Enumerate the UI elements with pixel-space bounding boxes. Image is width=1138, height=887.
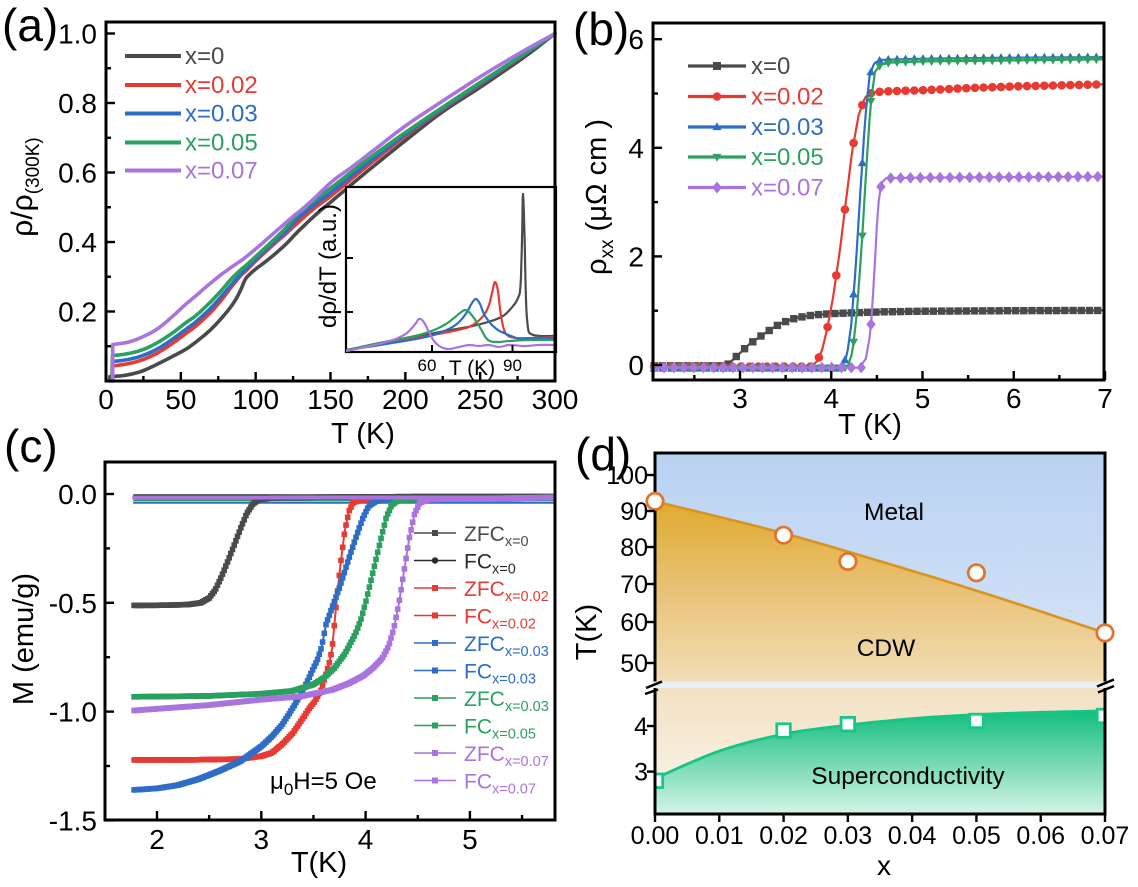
svg-text:0: 0 [98,384,114,415]
svg-text:100: 100 [606,462,648,490]
svg-text:-1.0: -1.0 [49,697,97,728]
svg-text:4: 4 [358,824,374,855]
svg-text:4: 4 [823,383,839,414]
svg-text:90: 90 [503,356,522,375]
svg-text:0: 0 [628,350,644,381]
svg-text:x=0.07: x=0.07 [185,158,258,185]
svg-text:0.05: 0.05 [952,822,1001,850]
svg-text:4: 4 [634,713,648,741]
svg-text:3: 3 [732,383,748,414]
svg-text:5: 5 [915,383,931,414]
svg-text:60: 60 [620,609,648,637]
svg-text:(a): (a) [2,0,58,51]
svg-text:3: 3 [254,824,270,855]
svg-text:(b): (b) [573,3,629,55]
svg-text:4: 4 [628,133,644,164]
svg-text:0.03: 0.03 [824,822,873,850]
svg-text:50: 50 [620,650,648,678]
svg-text:T (K): T (K) [331,418,395,450]
svg-text:T (K): T (K) [449,357,495,380]
svg-text:0.02: 0.02 [759,822,808,850]
svg-text:x=0.03: x=0.03 [185,101,258,128]
svg-text:x=0.02: x=0.02 [185,72,258,99]
svg-text:x=0.03: x=0.03 [751,114,824,141]
svg-text:7: 7 [1097,383,1113,414]
svg-text:Superconductivity: Superconductivity [811,763,1005,790]
svg-text:x=0.07: x=0.07 [751,175,824,202]
svg-text:0.6: 0.6 [58,158,97,189]
svg-text:(d): (d) [575,428,631,480]
svg-text:0.2: 0.2 [58,297,97,328]
svg-text:Metal: Metal [864,499,924,526]
svg-text:(c): (c) [4,420,58,472]
svg-text:6: 6 [1006,383,1022,414]
svg-text:2: 2 [628,241,644,272]
svg-text:100: 100 [232,384,279,415]
svg-text:50: 50 [165,384,196,415]
svg-text:0.8: 0.8 [58,88,97,119]
svg-text:0.4: 0.4 [58,227,97,258]
svg-text:90: 90 [620,498,648,526]
svg-text:70: 70 [620,571,648,599]
svg-text:0.07: 0.07 [1081,822,1130,850]
svg-text:x=0: x=0 [751,53,790,80]
svg-text:x=0.05: x=0.05 [751,144,824,171]
svg-text:3: 3 [634,759,648,787]
svg-text:200: 200 [382,384,429,415]
svg-text:0.0: 0.0 [58,479,97,510]
svg-text:150: 150 [307,384,354,415]
svg-text:x: x [877,850,891,881]
svg-text:T(K): T(K) [571,604,603,660]
svg-text:T (K): T (K) [838,409,902,441]
svg-text:80: 80 [620,534,648,562]
svg-text:x=0: x=0 [185,43,224,70]
svg-text:0.00: 0.00 [631,822,680,850]
svg-text:6: 6 [628,24,644,55]
svg-text:dρ/dT (a.u.): dρ/dT (a.u.) [315,204,342,328]
svg-text:-1.5: -1.5 [49,805,97,836]
svg-text:250: 250 [457,384,504,415]
svg-text:x=0.02: x=0.02 [751,84,824,111]
svg-text:-0.5: -0.5 [49,588,97,619]
svg-text:60: 60 [418,356,437,375]
svg-text:0.01: 0.01 [695,822,744,850]
svg-text:2: 2 [149,824,165,855]
svg-text:μ0H=5 Oe: μ0H=5 Oe [270,768,377,799]
svg-text:0.04: 0.04 [888,822,937,850]
svg-text:T(K): T(K) [291,847,347,879]
svg-text:CDW: CDW [857,635,916,662]
svg-text:1.0: 1.0 [58,19,97,50]
svg-text:x=0.05: x=0.05 [185,130,258,157]
svg-text:5: 5 [462,824,478,855]
svg-text:300: 300 [532,384,579,415]
svg-text:0.06: 0.06 [1016,822,1065,850]
svg-text:M (emu/g): M (emu/g) [8,573,40,705]
